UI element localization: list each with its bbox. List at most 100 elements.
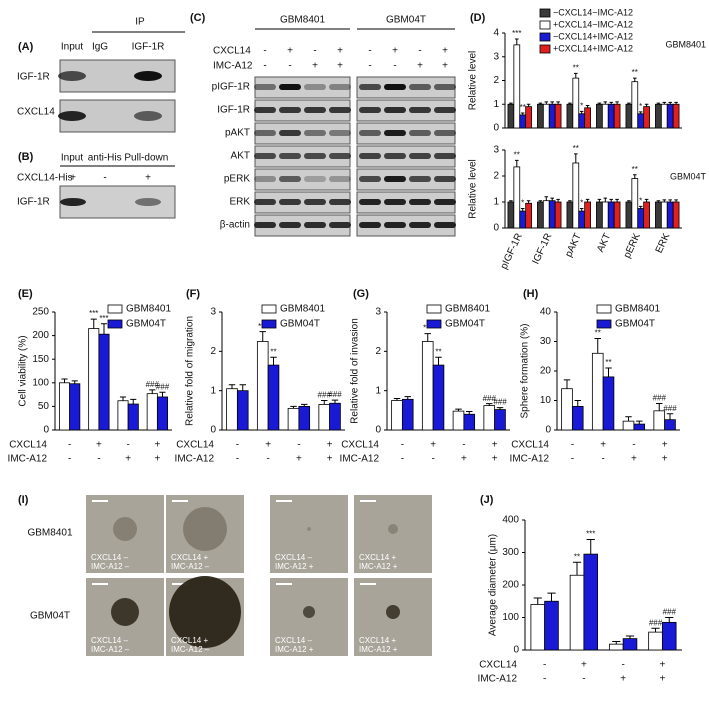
legend-swatch bbox=[539, 8, 551, 18]
error-bar bbox=[625, 416, 632, 422]
bar bbox=[127, 403, 139, 431]
legend-label: +CXCL14+IMC-A12 bbox=[553, 43, 633, 53]
bar bbox=[525, 202, 532, 229]
row-label: β-actin bbox=[220, 220, 250, 231]
bar bbox=[298, 405, 311, 431]
legend-label: −CXCL14+IMC-A12 bbox=[553, 31, 633, 41]
band bbox=[279, 84, 301, 90]
band bbox=[329, 153, 351, 159]
bar bbox=[569, 574, 585, 651]
band bbox=[304, 222, 326, 228]
bar bbox=[572, 77, 580, 129]
significance: * bbox=[580, 199, 583, 208]
condition: CXCL14 + bbox=[171, 553, 208, 562]
bar bbox=[622, 420, 635, 431]
panel-label: (G) bbox=[353, 288, 369, 300]
error-bar bbox=[466, 411, 473, 415]
y-tick-label: 0 bbox=[43, 425, 49, 436]
bar bbox=[607, 103, 615, 129]
error-bar bbox=[609, 101, 613, 105]
band bbox=[434, 107, 456, 113]
y-tick-label: 0 bbox=[493, 223, 499, 234]
sign: - bbox=[313, 46, 316, 57]
band bbox=[279, 176, 301, 182]
condition-sign: + bbox=[327, 454, 333, 465]
band bbox=[359, 199, 381, 205]
condition-sign: + bbox=[296, 454, 302, 465]
condition-sign: + bbox=[430, 440, 436, 451]
bar bbox=[537, 103, 544, 129]
band bbox=[58, 71, 86, 81]
condition: CXCL14 + bbox=[359, 636, 396, 645]
bar bbox=[655, 103, 662, 129]
band bbox=[384, 84, 406, 90]
error-bar bbox=[644, 198, 649, 202]
y-tick-label: 100 bbox=[32, 377, 49, 388]
band bbox=[409, 107, 431, 113]
legend-label: GBM04T bbox=[280, 319, 320, 330]
error-bar bbox=[586, 539, 595, 555]
condition-sign: - bbox=[68, 454, 71, 465]
error-bar bbox=[656, 102, 661, 105]
sphere bbox=[113, 517, 137, 541]
y-tick-label: 50 bbox=[38, 401, 50, 412]
sign: - bbox=[288, 61, 291, 72]
bar bbox=[287, 407, 300, 431]
error-bar bbox=[538, 102, 543, 105]
bar bbox=[267, 364, 280, 431]
significance: ### bbox=[493, 398, 507, 407]
band bbox=[60, 198, 86, 206]
condition-sign: - bbox=[632, 440, 635, 451]
error-bar bbox=[393, 398, 401, 401]
band bbox=[254, 153, 276, 159]
panel-label: (D) bbox=[470, 12, 486, 24]
condition-sign: - bbox=[401, 454, 404, 465]
error-bar bbox=[662, 101, 667, 105]
sphere bbox=[386, 605, 400, 619]
band bbox=[254, 107, 276, 113]
condition: CXCL14 – bbox=[275, 553, 312, 562]
error-bar bbox=[585, 104, 590, 108]
sphere bbox=[388, 524, 398, 534]
bar bbox=[519, 210, 527, 229]
error-bar bbox=[119, 396, 127, 401]
sign: - bbox=[368, 61, 371, 72]
condition-label: IMC-A12 bbox=[8, 454, 48, 465]
bar bbox=[530, 604, 546, 651]
band bbox=[329, 84, 351, 90]
band bbox=[254, 222, 276, 228]
bar bbox=[655, 201, 662, 229]
band bbox=[329, 199, 351, 205]
error-bar bbox=[636, 420, 643, 425]
bar bbox=[584, 201, 591, 229]
y-tick-label: 1 bbox=[210, 385, 216, 396]
error-bar bbox=[638, 111, 643, 114]
y-tick-label: 2 bbox=[210, 346, 216, 357]
sign: + bbox=[337, 61, 343, 72]
condition-label: CXCL14 bbox=[479, 660, 517, 671]
band bbox=[359, 222, 381, 228]
error-bar bbox=[259, 331, 266, 342]
band bbox=[304, 176, 326, 182]
y-tick-label: 200 bbox=[502, 580, 519, 591]
y-tick-label: 0 bbox=[545, 425, 551, 436]
error-bar bbox=[574, 400, 581, 407]
error-bar bbox=[585, 198, 590, 202]
bar bbox=[548, 103, 556, 129]
panel-label: (I) bbox=[18, 494, 29, 506]
band bbox=[384, 153, 406, 159]
condition-sign: + bbox=[581, 660, 587, 671]
bar bbox=[483, 405, 496, 431]
significance: * bbox=[639, 197, 642, 206]
significance: ** bbox=[574, 552, 580, 561]
blot bbox=[254, 168, 351, 191]
legend-swatch bbox=[107, 319, 123, 329]
row-label: IGF-1R bbox=[17, 197, 50, 208]
significance: ### bbox=[663, 608, 677, 617]
error-bar bbox=[662, 199, 667, 202]
bar bbox=[236, 390, 249, 431]
sign: + bbox=[312, 61, 318, 72]
band bbox=[58, 111, 86, 121]
sign: - bbox=[263, 46, 266, 57]
